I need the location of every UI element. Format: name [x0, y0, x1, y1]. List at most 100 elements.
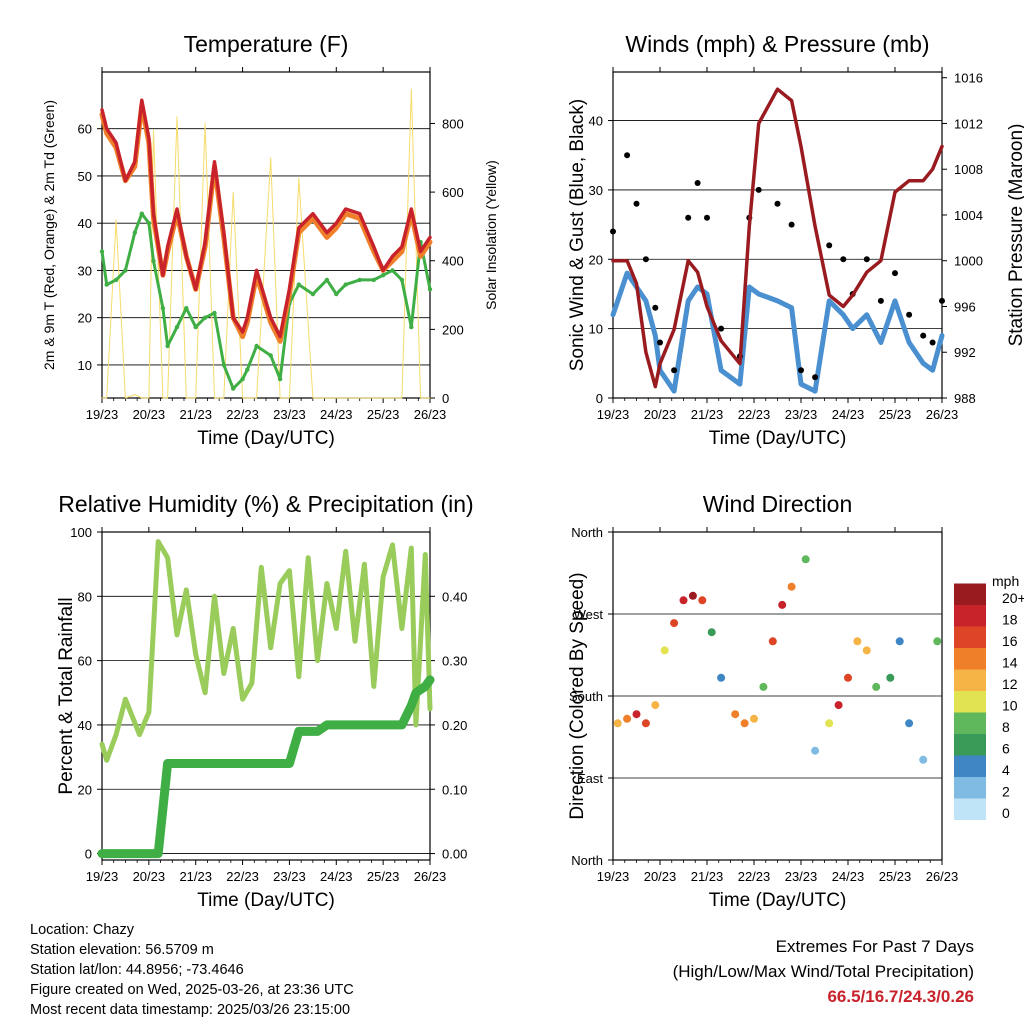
- dewpoint-point: [390, 268, 395, 273]
- direction-point: [731, 710, 740, 719]
- y2-tick-label: 0.10: [442, 782, 467, 797]
- y2-tick-label: 200: [442, 322, 464, 337]
- y-tick-label: West: [574, 607, 604, 622]
- y-tick-label: 60: [78, 122, 92, 137]
- colorbar-swatch: [954, 734, 986, 756]
- direction-point: [778, 600, 787, 609]
- gust-point: [755, 186, 762, 193]
- x-tick-label: 23/23: [785, 407, 818, 422]
- gust-point: [633, 200, 640, 207]
- x-tick-label: 19/23: [597, 407, 630, 422]
- colorbar-swatch: [954, 777, 986, 799]
- dewpoint-point: [193, 324, 198, 330]
- colorbar-swatch: [954, 626, 986, 648]
- y-tick-label: 100: [70, 525, 92, 540]
- direction-point: [632, 710, 641, 719]
- x-tick-label: 25/23: [367, 407, 400, 422]
- direction-point: [740, 719, 749, 728]
- x-axis-label: Time (Day/UTC): [197, 428, 335, 449]
- gust-point: [798, 367, 804, 374]
- station-latlon: Station lat/lon: 44.8956; -73.4646: [30, 962, 244, 978]
- y2-axis-label: Solar Insolation (Yellow): [483, 160, 499, 310]
- x-tick-label: 26/23: [414, 407, 447, 422]
- colorbar-swatch: [954, 691, 986, 713]
- figure-created: Figure created on Wed, 2025-03-26, at 23…: [30, 982, 354, 998]
- y-axis-label: Sonic Wind & Gust (Blue, Black): [567, 99, 588, 371]
- dewpoint-point: [296, 282, 301, 287]
- relative-humidity-line: [99, 539, 433, 763]
- direction-point: [660, 646, 669, 655]
- direction-point: [670, 619, 679, 628]
- direction-point: [641, 719, 650, 728]
- dewpoint-point: [160, 306, 166, 311]
- dewpoint-point: [240, 376, 245, 382]
- gust-point: [877, 297, 884, 304]
- extremes-legend: (High/Low/Max Wind/Total Precipitation): [672, 962, 974, 981]
- direction-point: [862, 646, 871, 655]
- y2-axis-label: Station Pressure (Maroon): [1006, 124, 1024, 347]
- y2-tick-label: 0.20: [442, 718, 467, 733]
- dewpoint-point: [99, 249, 105, 254]
- y-tick-label: 40: [78, 216, 92, 231]
- station-info: Location: Chazy Station elevation: 56.57…: [30, 920, 354, 1020]
- gust-point: [704, 214, 710, 221]
- gust-point: [826, 242, 833, 249]
- x-tick-label: 23/23: [273, 869, 306, 884]
- gust-point: [685, 214, 692, 221]
- direction-point: [707, 628, 716, 637]
- direction-point: [905, 719, 914, 728]
- colorbar-label: 14: [1002, 655, 1018, 671]
- dewpoint-point: [380, 273, 386, 278]
- x-tick-label: 19/23: [86, 869, 119, 884]
- dewpoint-point: [357, 277, 362, 283]
- dewpoint-point: [371, 277, 376, 283]
- y-tick-label: 0: [85, 847, 92, 862]
- direction-point: [613, 719, 622, 728]
- x-tick-label: 20/23: [133, 407, 166, 422]
- direction-point: [651, 701, 660, 710]
- precipitation-line: [97, 675, 435, 859]
- dewpoint-point: [268, 353, 273, 358]
- colorbar-label: 0: [1002, 805, 1010, 821]
- plot-frame: [101, 71, 431, 399]
- dewpoint-point: [343, 282, 348, 287]
- dewpoint-point: [151, 258, 156, 264]
- station-elevation: Station elevation: 56.5709 m: [30, 942, 214, 958]
- colorbar-label: 2: [1002, 784, 1010, 800]
- gust-point: [718, 325, 725, 332]
- direction-point: [688, 591, 697, 600]
- x-tick-label: 24/23: [832, 869, 865, 884]
- direction-point: [768, 637, 777, 646]
- dewpoint-point: [324, 277, 330, 283]
- y2-tick-label: 0.30: [442, 654, 467, 669]
- x-tick-label: 20/23: [644, 407, 677, 422]
- station-location: Location: Chazy: [30, 922, 134, 938]
- gust-point: [788, 221, 795, 228]
- y2-tick-label: 1008: [954, 162, 983, 177]
- gust-point: [929, 339, 936, 346]
- chart-title: Temperature (F): [184, 31, 349, 57]
- plot-frame: [612, 531, 943, 861]
- dewpoint-point: [165, 343, 170, 349]
- direction-point: [933, 637, 942, 646]
- y-tick-label: 10: [589, 322, 603, 337]
- colorbar-label: 8: [1002, 719, 1010, 735]
- y-tick-label: 10: [78, 358, 92, 373]
- y-tick-label: 40: [589, 114, 603, 129]
- y2-tick-label: 1000: [954, 254, 983, 269]
- chart-title: Winds (mph) & Pressure (mb): [625, 31, 929, 57]
- colorbar-label: 10: [1002, 698, 1018, 714]
- gust-point: [694, 180, 701, 186]
- y2-tick-label: 400: [442, 254, 464, 269]
- gust-point: [939, 297, 945, 304]
- dewpoint-point: [139, 211, 144, 216]
- dewpoint-point: [399, 277, 405, 283]
- dewpoint-point: [334, 291, 339, 297]
- direction-point: [919, 755, 928, 764]
- chart-title: Relative Humidity (%) & Precipitation (i…: [58, 491, 473, 517]
- colorbar-swatch: [954, 798, 986, 820]
- dewpoint-point: [123, 268, 128, 273]
- y-tick-label: 30: [78, 263, 92, 278]
- gust-point: [671, 367, 678, 374]
